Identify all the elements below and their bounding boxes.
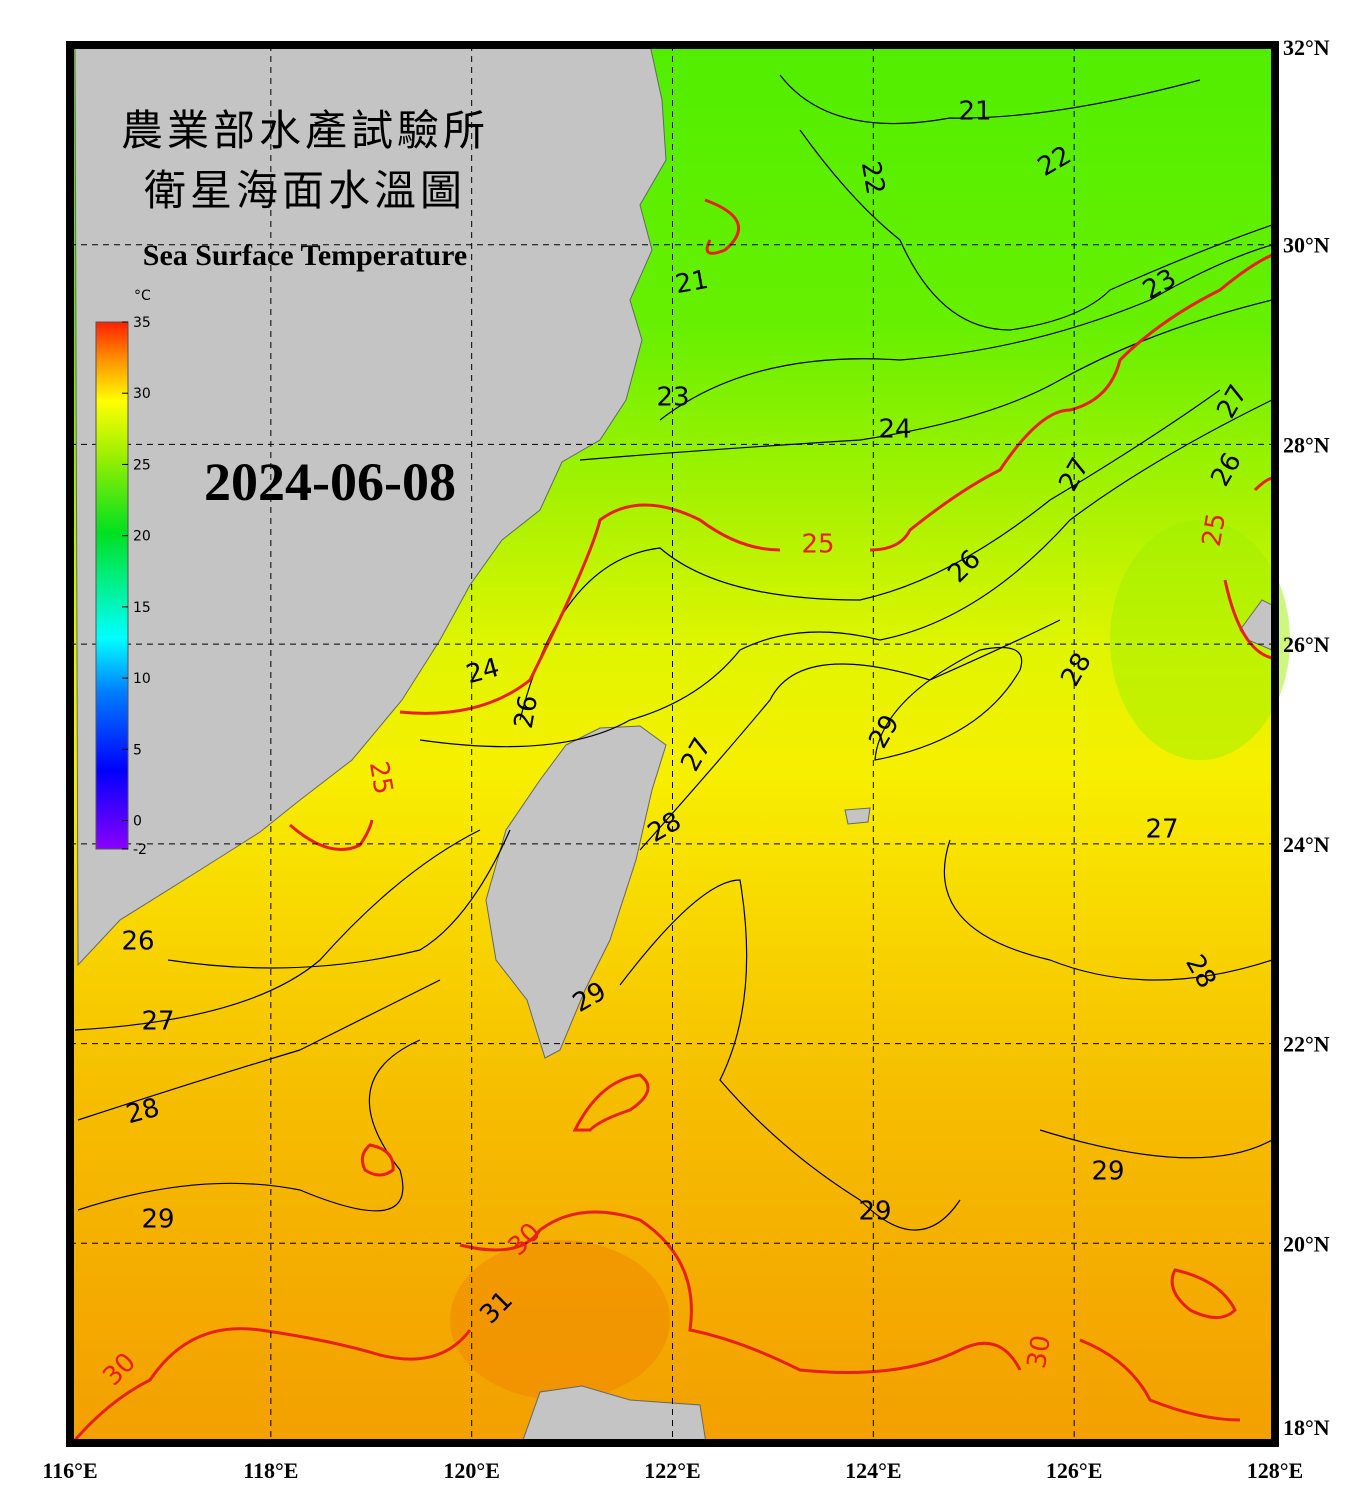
contour-label: 25 [363, 759, 398, 797]
lon-label: 122°E [644, 1458, 700, 1483]
isotherm-30 [73, 1327, 472, 1441]
date: 2024-06-08 [204, 452, 456, 512]
colorbar-tick-label: 30 [133, 386, 151, 402]
cool-patch [1110, 520, 1290, 760]
lon-label: 126°E [1046, 1458, 1102, 1483]
isotherm-30 [459, 1210, 1022, 1374]
isotherm-25 [704, 198, 741, 255]
colorbar-tick-label: 15 [133, 600, 151, 616]
colorbar-tick-label: -2 [133, 842, 147, 858]
lon-label: 128°E [1247, 1458, 1303, 1483]
colorbar-tick-label: 25 [133, 457, 151, 473]
isotherm-30 [1079, 1338, 1241, 1422]
lat-label: 22°N [1283, 1032, 1330, 1057]
isotherm [77, 1039, 421, 1212]
colorbar-ticks: 35 30 25 20 15 10 5 0 -2 [122, 315, 151, 858]
isotherm [167, 829, 511, 969]
colorbar-tick-label: 0 [133, 814, 142, 830]
isotherm [579, 299, 1273, 461]
isotherm [799, 129, 1273, 331]
isotherm [874, 646, 1023, 761]
isotherm [779, 74, 1201, 125]
isotherm [519, 389, 1221, 721]
isotherm [1039, 1129, 1273, 1159]
lat-label: 30°N [1283, 233, 1330, 258]
colorbar-tick-label: 20 [133, 529, 151, 545]
lon-label: 118°E [243, 1458, 298, 1483]
isotherm [619, 879, 961, 1231]
contour-label: 21 [958, 97, 991, 127]
map-frame [66, 41, 1279, 1447]
contour-label: 21 [673, 265, 711, 300]
contour-label: 26 [509, 693, 544, 731]
island [844, 807, 871, 825]
lon-label: 116°E [42, 1458, 97, 1483]
title-zh: 衛星海面水溫圖 [144, 169, 466, 215]
warm-pool [450, 1240, 670, 1400]
colorbar-tick-label: 5 [133, 742, 142, 758]
isotherm [419, 399, 1273, 748]
lon-label: 124°E [845, 1458, 901, 1483]
lat-label: 18°N [1283, 1415, 1330, 1440]
taiwan [485, 725, 667, 1059]
colorbar-unit: °C [134, 288, 151, 304]
lon-label: 120°E [443, 1458, 499, 1483]
isotherm [74, 829, 481, 1031]
lat-label: 32°N [1283, 35, 1330, 60]
contour-label: 25 [1197, 511, 1232, 549]
contour-label: 27 [1145, 815, 1178, 845]
colorbar [95, 321, 129, 850]
isotherm [77, 979, 441, 1121]
lat-label: 26°N [1283, 632, 1330, 657]
contour-label: 25 [801, 530, 834, 560]
title-en: Sea Surface Temperature [143, 239, 467, 272]
isotherm-30 [360, 1143, 395, 1177]
isotherm [943, 839, 1273, 981]
contour-label: 29 [141, 1205, 174, 1235]
colorbar-tick-label: 35 [133, 315, 151, 331]
contour-label: 30 [1022, 1333, 1057, 1371]
isotherm [659, 244, 1273, 421]
contour-label: 27 [141, 1007, 174, 1037]
title-zh: 農業部水產試驗所 [121, 108, 489, 155]
colorbar-tick-label: 10 [133, 671, 151, 687]
isotherm-25 [1223, 476, 1273, 660]
isotherm-30 [1170, 1268, 1237, 1319]
china-coast [74, 44, 667, 967]
lat-label: 20°N [1283, 1231, 1330, 1256]
contour-label: 29 [858, 1197, 891, 1227]
isotherm-25 [399, 253, 1273, 715]
lat-label: 28°N [1283, 432, 1330, 457]
lat-label: 24°N [1283, 832, 1330, 857]
contour-label: 22 [855, 159, 890, 197]
isotherm-25 [289, 819, 374, 851]
isotherm-30 [572, 1073, 650, 1132]
contour-label: 23 [656, 383, 689, 413]
contour-label: 26 [121, 927, 154, 957]
contour-label: 29 [1091, 1157, 1124, 1187]
contour-label: 24 [878, 415, 911, 445]
isotherm [639, 619, 1061, 851]
